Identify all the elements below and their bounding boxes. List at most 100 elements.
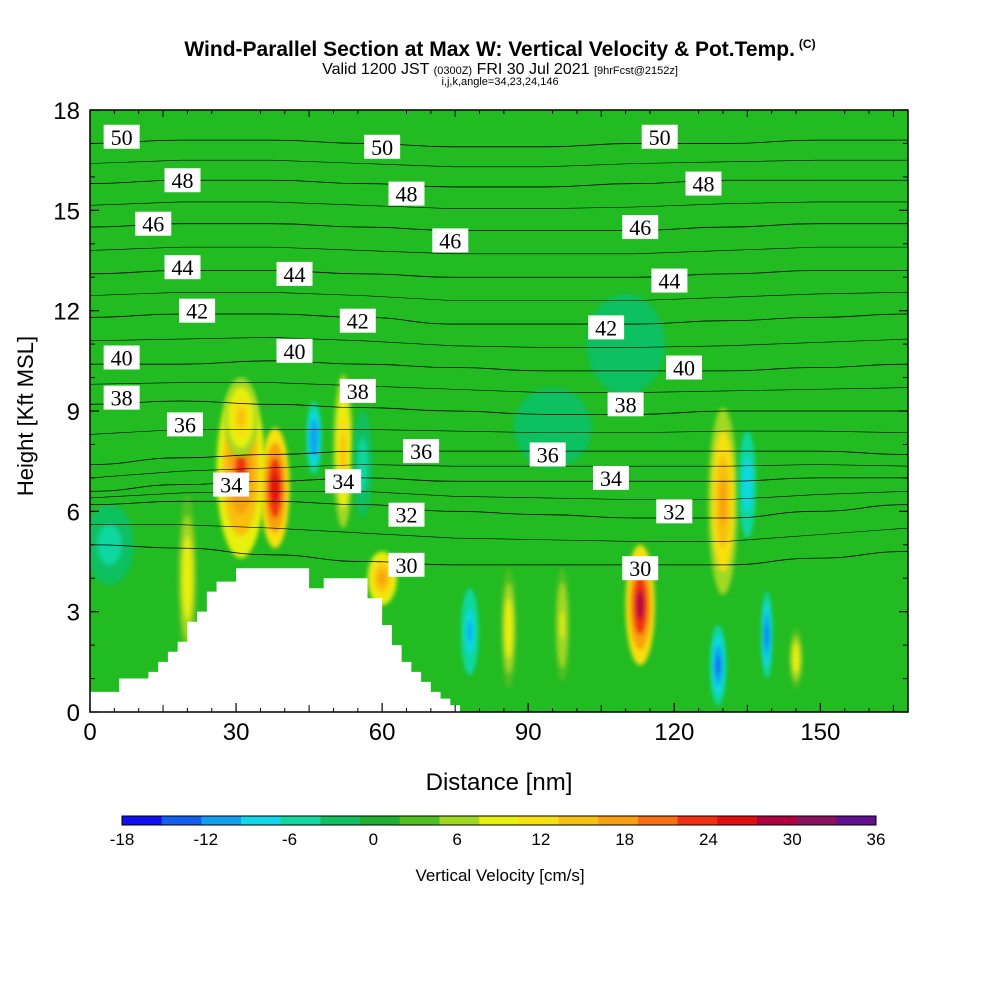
colorbar-swatch — [756, 816, 798, 825]
colorbar-swatch — [122, 816, 163, 825]
contour-label-text: 42 — [186, 299, 208, 324]
contour-label-box — [364, 134, 401, 159]
colorbar-swatch — [637, 816, 679, 825]
y-tick-label: 9 — [67, 399, 80, 426]
colorbar-swatch — [241, 816, 282, 825]
contour-label-box — [103, 124, 140, 149]
contour-label-box — [641, 124, 678, 149]
contour-label: 36 — [403, 439, 440, 464]
contour-label-box — [339, 378, 376, 403]
contour-label-box — [276, 338, 313, 363]
y-tick-label: 18 — [53, 98, 80, 125]
utc-time: (0300Z) — [433, 65, 473, 77]
velocity-cell — [223, 377, 258, 458]
y-tick-label: 15 — [53, 198, 80, 225]
contour-label-box — [529, 442, 566, 467]
contour-label-box — [164, 255, 201, 280]
contour-label-box — [103, 345, 140, 370]
velocity-cell-ring — [467, 620, 472, 643]
contour-label: 50 — [641, 124, 678, 150]
contour-label-text: 50 — [649, 125, 671, 150]
velocity-cell-ring — [636, 589, 644, 621]
velocity-cell-ring — [745, 471, 750, 498]
velocity-cell — [708, 407, 738, 595]
theta-contour-minor — [90, 159, 908, 168]
contour-label-text: 46 — [439, 228, 461, 253]
velocity-cell-ring — [560, 610, 565, 640]
y-tick-label: 3 — [67, 600, 80, 627]
contour-label-text: 50 — [111, 125, 133, 150]
contour-label-text: 34 — [220, 473, 242, 498]
theta-contour-minor — [90, 464, 908, 479]
theta-contour-minor — [90, 382, 908, 393]
velocity-cell-ring — [184, 557, 190, 600]
contour-label: 42 — [339, 308, 376, 334]
velocity-cell — [500, 568, 517, 689]
contour-label-box — [388, 502, 425, 527]
x-axis: 0 30 60 90 120 150 — [83, 110, 894, 746]
terrain — [90, 568, 470, 712]
x-tick-label: 60 — [369, 719, 396, 746]
contour-label-text: 48 — [395, 182, 417, 207]
theta-contour-42 — [90, 313, 908, 325]
theta-contour-48 — [90, 179, 908, 188]
contour-label-text: 42 — [347, 309, 369, 334]
contour-label-text: 32 — [395, 503, 417, 528]
contour-label-text: 36 — [410, 439, 432, 464]
contour-label-text: 48 — [693, 172, 715, 197]
theta-contour-minor — [90, 337, 908, 348]
contour-label-box — [592, 465, 629, 490]
theta-contour-36 — [90, 450, 908, 465]
contour-label: 40 — [276, 338, 313, 364]
colorbar-tick-label: 6 — [452, 830, 461, 849]
contour-label: 34 — [213, 472, 250, 498]
colorbar-label: Vertical Velocity [cm/s] — [415, 866, 584, 885]
theta-contour-44 — [90, 270, 908, 278]
colorbar-swatch — [479, 816, 520, 825]
contour-label-text: 40 — [673, 356, 695, 381]
colorbar-tick-label: 36 — [867, 830, 886, 849]
contour-label: 44 — [276, 261, 313, 287]
velocity-cell-ring — [794, 650, 798, 667]
contour-label-text: 34 — [600, 466, 622, 491]
x-axis-label: Distance [nm] — [426, 769, 573, 796]
colorbar-swatch — [360, 816, 401, 825]
y-tick-label: 6 — [67, 499, 80, 526]
contour-label-box — [403, 439, 440, 464]
contour-label-box — [213, 472, 250, 497]
theta-contour-minor — [90, 246, 908, 255]
valid-time: Valid 1200 JST — [322, 61, 430, 78]
colorbar: -18 -12 -6 0 6 12 18 24 30 36 — [110, 815, 886, 849]
theta-contour-32 — [90, 500, 908, 519]
contour-label-box — [432, 228, 469, 253]
contour-label-text: 38 — [347, 379, 369, 404]
contour-label-box — [685, 171, 722, 196]
theta-contour-minor — [90, 524, 908, 542]
contour-label-box — [388, 552, 425, 577]
contour-label-text: 30 — [629, 556, 651, 581]
contour-label: 36 — [529, 442, 566, 467]
velocity-cell — [586, 293, 665, 395]
contour-label-box — [179, 298, 216, 323]
colorbar-swatch — [518, 816, 560, 825]
velocity-cell-ring — [378, 571, 386, 585]
theta-contour-30 — [90, 544, 908, 566]
theta-contour-50 — [90, 139, 908, 148]
theta-contour-40 — [90, 360, 908, 372]
contour-label-text: 48 — [172, 168, 194, 193]
contour-label: 46 — [135, 211, 172, 237]
contour-label: 48 — [164, 168, 201, 193]
contour-label-text: 40 — [284, 339, 306, 364]
colorbar-swatch — [598, 816, 639, 825]
contour-label-box — [651, 268, 688, 293]
velocity-cell-ring — [716, 655, 721, 676]
title-main: Wind-Parallel Section at Max W: Vertical… — [184, 38, 795, 61]
contour-label: 34 — [592, 465, 629, 491]
contour-label: 48 — [685, 171, 722, 197]
x-tick-label: 30 — [223, 719, 250, 746]
velocity-cell — [760, 591, 773, 679]
velocity-cell — [738, 431, 757, 539]
contour-label-text: 44 — [284, 262, 306, 287]
theta-contours — [90, 139, 908, 566]
